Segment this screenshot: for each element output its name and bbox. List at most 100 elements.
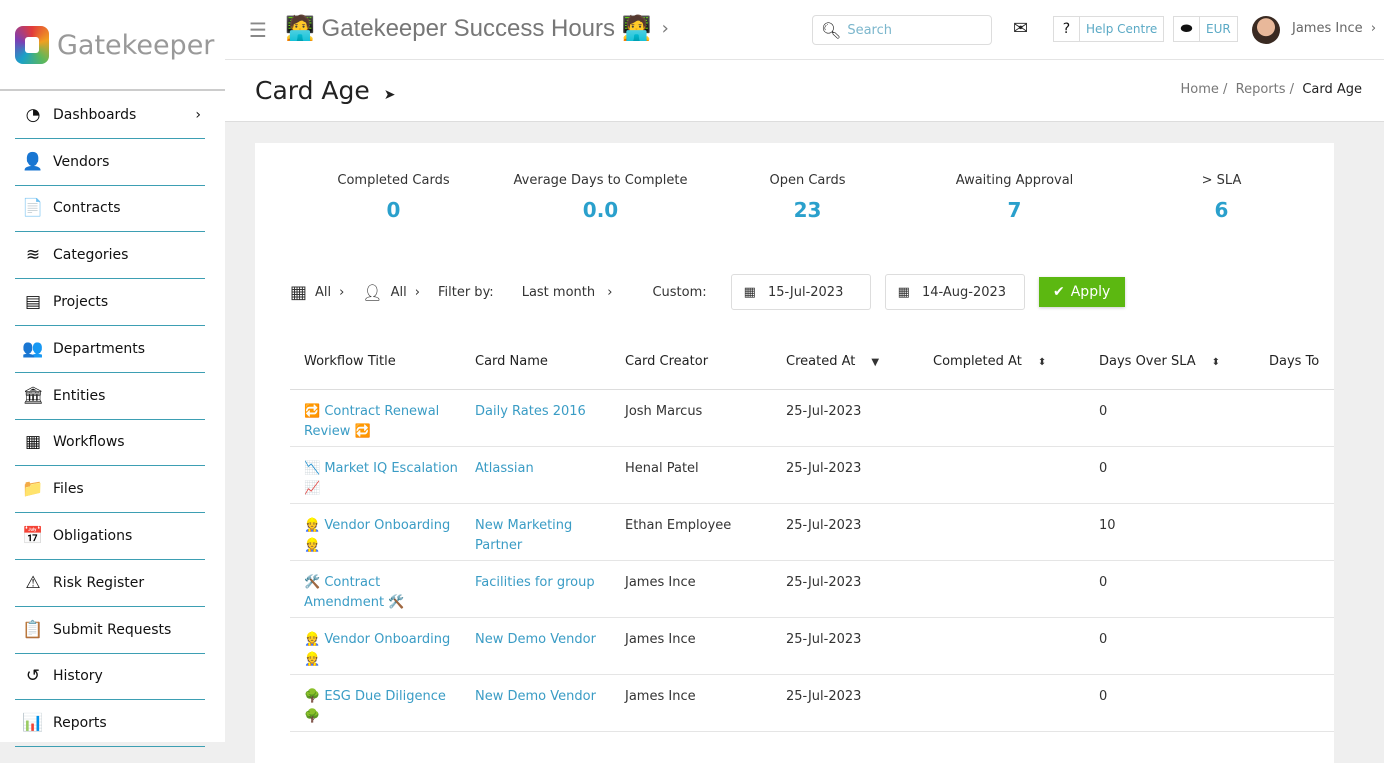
help-centre-button[interactable]: ? Help Centre — [1053, 16, 1165, 42]
users-icon: 👥 — [22, 338, 44, 359]
app-title[interactable]: 🧑‍💻 Gatekeeper Success Hours 🧑‍💻 — [285, 15, 652, 42]
currency-label: EUR — [1206, 22, 1231, 36]
search-input[interactable] — [847, 22, 988, 38]
sort-icon[interactable]: ⬍ — [1211, 357, 1221, 369]
card-link[interactable]: Atlassian — [475, 460, 534, 476]
workflow-link[interactable]: 🌳 ESG Due Diligence 🌳 — [304, 688, 446, 724]
column-header[interactable]: Created At ▼ — [772, 335, 919, 390]
table-row: 🔁 Contract Renewal Review 🔁 Daily Rates … — [290, 389, 1334, 447]
sidebar-item-contracts[interactable]: 📄 Contracts — [15, 186, 205, 233]
workflow-filter-value: All — [315, 284, 332, 300]
table-row: 🛠️ Contract Amendment 🛠️ Facilities for … — [290, 560, 1334, 618]
sidebar-item-dashboards[interactable]: ◔ Dashboards › — [15, 92, 205, 139]
user-menu[interactable]: James Ince › — [1292, 21, 1376, 36]
avatar[interactable] — [1252, 16, 1280, 44]
table-row: 👷 Vendor Onboarding 👷 New Demo Vendor Ja… — [290, 617, 1334, 675]
completed-at — [919, 503, 1085, 561]
sidebar-item-obligations[interactable]: 📅 Obligations — [15, 513, 205, 560]
currency-button[interactable]: ⬬ EUR — [1173, 16, 1238, 42]
file-contract-icon: 📄 — [22, 198, 44, 219]
card-link[interactable]: New Marketing Partner — [475, 517, 573, 553]
help-centre-label: Help Centre — [1086, 22, 1158, 36]
card-age-table: Workflow Title Card Name Card Creator Creat… — [290, 335, 1334, 732]
sidebar-item-submit-requests[interactable]: 📋 Submit Requests — [15, 607, 205, 654]
workflow-link[interactable]: 🛠️ Contract Amendment 🛠️ — [304, 574, 405, 610]
sort-icon[interactable]: ⬍ — [1037, 357, 1047, 369]
sidebar-item-workflows[interactable]: ▦ Workflows — [15, 420, 205, 467]
sidebar-item-entities[interactable]: 🏛 Entities — [15, 373, 205, 420]
stat-value[interactable]: 0 — [386, 198, 401, 222]
workflow-link[interactable]: 📉 Market IQ Escalation 📈 — [304, 460, 458, 496]
card-creator: Henal Patel — [611, 446, 772, 504]
workflow-link[interactable]: 👷 Vendor Onboarding 👷 — [304, 631, 451, 667]
column-header[interactable]: Days To — [1255, 335, 1334, 390]
days-to — [1255, 503, 1334, 561]
completed-at — [919, 617, 1085, 675]
card-creator: James Ince — [611, 560, 772, 618]
user-filter[interactable]: 👤︎ All › — [362, 283, 420, 302]
sidebar-item-reports[interactable]: 📊 Reports — [15, 700, 205, 748]
sidebar-item-history[interactable]: ↺ History — [15, 654, 205, 701]
stat-1: Average Days to Complete 0.0 — [497, 173, 704, 222]
sidebar-item-departments[interactable]: 👥 Departments — [15, 326, 205, 373]
check-icon: ✔ — [1053, 284, 1065, 300]
stat-value[interactable]: 23 — [793, 198, 822, 222]
column-header[interactable]: Card Creator — [611, 335, 772, 390]
stat-2: Open Cards 23 — [704, 173, 911, 222]
sidebar-item-categories[interactable]: ≋ Categories — [15, 232, 205, 280]
hamburger-menu-icon[interactable]: ☰ — [249, 18, 267, 42]
custom-label: Custom: — [652, 284, 707, 300]
apply-button[interactable]: ✔ Apply — [1038, 277, 1125, 307]
stat-value[interactable]: 6 — [1214, 198, 1229, 222]
days-to — [1255, 389, 1334, 447]
sidebar-item-label: Projects — [53, 294, 109, 311]
title-bar: Card Age ➤ Home / Reports / Card Age — [225, 60, 1384, 122]
column-header[interactable]: Completed At ⬍ — [919, 335, 1085, 390]
card-link[interactable]: New Demo Vendor — [475, 631, 596, 647]
stat-value[interactable]: 0.0 — [582, 198, 619, 222]
sort-desc-icon[interactable]: ▼ — [871, 357, 880, 369]
stat-3: Awaiting Approval 7 — [911, 173, 1118, 222]
card-link[interactable]: New Demo Vendor — [475, 688, 596, 704]
workflow-link[interactable]: 👷 Vendor Onboarding 👷 — [304, 517, 451, 553]
gatekeeper-logo-icon — [15, 26, 49, 64]
column-header-label: Completed At — [933, 354, 1022, 370]
breadcrumb-home[interactable]: Home — [1180, 82, 1219, 97]
column-header[interactable]: Days Over SLA ⬍ — [1085, 335, 1255, 390]
period-filter[interactable]: Last month › — [522, 285, 613, 300]
top-header: ☰ 🧑‍💻 Gatekeeper Success Hours 🧑‍💻 › 🔍︎ … — [225, 0, 1384, 60]
chevron-right-icon: › — [195, 106, 201, 123]
workflow-link[interactable]: 🔁 Contract Renewal Review 🔁 — [304, 403, 440, 439]
card-link[interactable]: Facilities for group — [475, 574, 595, 590]
days-over-sla: 10 — [1085, 503, 1255, 561]
logo[interactable]: Gatekeeper — [15, 26, 214, 64]
envelope-icon[interactable]: ✉ — [1013, 18, 1029, 39]
sidebar-item-projects[interactable]: ▤ Projects — [15, 279, 205, 326]
card-link[interactable]: Daily Rates 2016 — [475, 403, 586, 419]
card-creator: James Ince — [611, 617, 772, 675]
sidebar-item-label: Obligations — [53, 528, 133, 545]
grid-icon: ▦ — [24, 432, 42, 453]
date-from-input[interactable]: ▦ 15-Jul-2023 — [730, 274, 871, 310]
column-header[interactable]: Workflow Title — [290, 335, 461, 390]
sidebar-item-vendors[interactable]: 👤 Vendors — [15, 139, 205, 186]
date-from-value: 15-Jul-2023 — [767, 284, 844, 300]
stats-row: Completed Cards 0 Average Days to Complete… — [290, 173, 1325, 222]
stat-4: > SLA 6 — [1118, 173, 1325, 222]
calendar-icon: ▦ — [897, 284, 910, 300]
column-header-label: Card Name — [475, 354, 548, 370]
column-header[interactable]: Card Name — [461, 335, 611, 390]
period-filter-value: Last month — [521, 284, 596, 300]
report-card: Completed Cards 0 Average Days to Complete… — [255, 143, 1334, 763]
days-to — [1255, 560, 1334, 618]
sidebar-item-risk-register[interactable]: ⚠ Risk Register — [15, 560, 205, 607]
days-to — [1255, 617, 1334, 675]
chevron-right-icon[interactable]: › — [661, 18, 669, 39]
workflow-filter[interactable]: ▦ All › — [290, 282, 344, 303]
stat-value[interactable]: 7 — [1007, 198, 1022, 222]
date-to-input[interactable]: ▦ 14-Aug-2023 — [884, 274, 1025, 310]
search-box[interactable]: 🔍︎ — [812, 15, 992, 45]
sidebar-item-files[interactable]: 📁 Files — [15, 466, 205, 514]
breadcrumb-reports[interactable]: Reports — [1235, 82, 1286, 97]
bar-chart-icon: 📊 — [22, 713, 44, 734]
